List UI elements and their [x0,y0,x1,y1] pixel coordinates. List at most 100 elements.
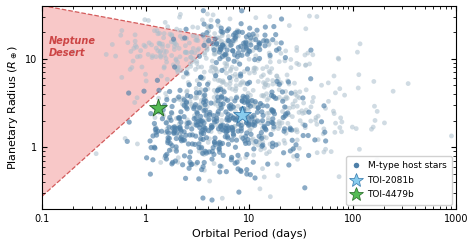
Point [255,45,263,49]
Point [258,126,266,130]
Point [124,41,132,45]
Point [219,44,226,48]
Point [282,114,289,118]
Point [247,132,255,136]
Point [269,79,276,83]
Point [232,38,239,42]
Point [293,154,301,158]
Point [241,112,249,116]
Point [178,137,186,141]
Point [200,125,208,129]
Point [172,41,179,45]
Point [332,121,339,125]
Point [183,89,191,93]
Point [198,65,205,69]
Point [273,74,281,78]
Point [202,99,210,103]
Point [117,33,125,37]
Point [220,90,228,94]
Point [273,162,281,166]
Point [194,123,201,127]
Point [275,142,283,146]
Point [254,143,262,147]
Point [206,110,214,114]
Point [159,108,167,112]
Point [257,131,265,135]
Point [166,32,174,36]
Point [260,124,268,128]
Point [229,39,237,43]
Point [268,108,276,112]
Point [252,54,260,58]
Point [245,102,252,106]
Point [304,51,311,55]
Point [238,30,246,34]
Point [193,61,201,65]
Point [170,63,177,67]
Point [211,77,219,81]
Point [348,125,356,129]
Point [173,149,180,153]
Point [289,115,296,119]
Point [199,105,207,109]
Point [180,130,188,134]
Point [174,116,182,120]
Point [250,141,258,145]
Point [177,129,185,133]
Point [205,24,213,28]
Point [198,168,205,172]
Point [201,51,208,55]
Point [224,136,232,140]
Point [216,57,224,61]
Point [228,155,236,159]
Point [197,130,205,134]
Point [253,34,261,37]
Point [278,121,286,125]
Point [252,16,260,20]
Point [210,95,218,99]
Point [238,99,246,103]
Point [236,53,244,57]
Point [211,136,219,140]
Point [185,166,193,170]
Point [201,103,209,107]
Point [173,145,180,149]
Point [180,138,187,142]
Point [183,51,191,55]
Point [237,74,245,78]
Point [223,53,230,57]
Point [169,126,176,130]
Point [242,41,250,45]
Point [269,117,277,121]
Point [233,95,240,98]
Point [178,135,185,139]
Point [259,119,266,122]
Point [255,134,263,138]
Point [300,134,307,137]
Point [131,39,139,43]
Point [231,125,239,129]
Point [172,159,179,163]
Point [177,137,184,141]
Point [220,128,228,132]
Point [252,121,259,125]
Point [166,142,174,146]
Point [183,118,191,122]
Point [258,94,265,98]
Point [188,162,196,166]
Point [171,125,178,129]
Point [218,93,225,97]
Point [275,47,283,51]
Point [189,25,197,29]
Point [291,81,298,85]
Point [208,125,216,129]
Point [171,65,178,69]
Point [118,75,126,79]
Point [222,110,230,114]
Point [171,129,179,133]
Point [196,106,203,110]
Point [240,43,248,47]
Point [241,96,249,99]
Point [302,63,310,67]
Point [229,116,237,120]
